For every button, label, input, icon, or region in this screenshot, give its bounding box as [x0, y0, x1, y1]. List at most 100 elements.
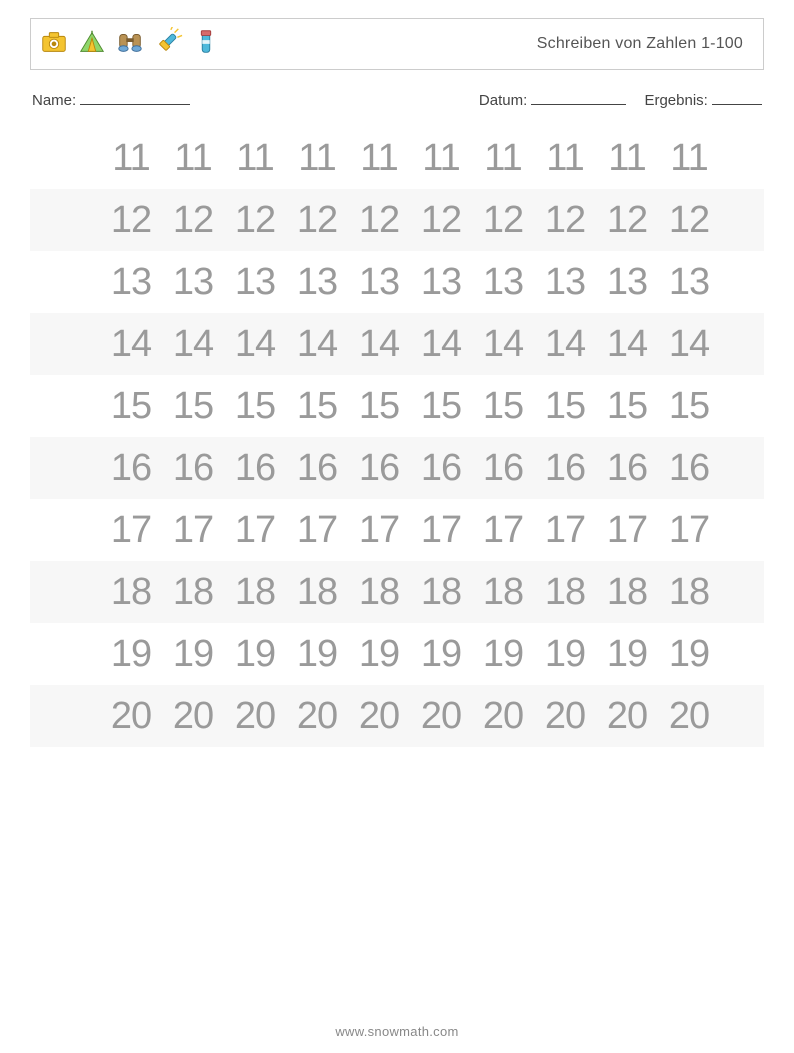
trace-number: 12 — [596, 201, 658, 239]
trace-number: 11 — [658, 139, 720, 177]
trace-number: 20 — [286, 697, 348, 735]
trace-number: 14 — [224, 325, 286, 363]
date-label: Datum: — [479, 92, 527, 109]
trace-number: 18 — [286, 573, 348, 611]
trace-number: 16 — [534, 449, 596, 487]
header-icon-strip — [39, 27, 221, 62]
trace-number: 11 — [286, 139, 348, 177]
trace-number: 18 — [472, 573, 534, 611]
trace-row: 14141414141414141414 — [30, 313, 764, 375]
trace-number: 13 — [348, 263, 410, 301]
trace-number: 17 — [534, 511, 596, 549]
trace-number: 14 — [286, 325, 348, 363]
trace-number: 15 — [410, 387, 472, 425]
trace-number: 18 — [100, 573, 162, 611]
score-blank[interactable] — [712, 88, 762, 105]
trace-number: 15 — [348, 387, 410, 425]
trace-number: 15 — [100, 387, 162, 425]
trace-number: 16 — [100, 449, 162, 487]
worksheet-header: Schreiben von Zahlen 1-100 — [30, 18, 764, 70]
trace-number: 15 — [658, 387, 720, 425]
trace-number: 18 — [224, 573, 286, 611]
worksheet-title: Schreiben von Zahlen 1-100 — [537, 35, 743, 53]
trace-number: 14 — [658, 325, 720, 363]
trace-number: 19 — [348, 635, 410, 673]
trace-row: 20202020202020202020 — [30, 685, 764, 747]
trace-row: 13131313131313131313 — [30, 251, 764, 313]
trace-number: 14 — [534, 325, 596, 363]
trace-number: 11 — [100, 139, 162, 177]
trace-number: 13 — [596, 263, 658, 301]
trace-number: 17 — [472, 511, 534, 549]
info-line: Name: Datum: Ergebnis: — [32, 88, 762, 109]
score-label: Ergebnis: — [644, 92, 707, 109]
trace-number: 20 — [410, 697, 472, 735]
trace-number: 14 — [162, 325, 224, 363]
trace-number: 11 — [472, 139, 534, 177]
trace-number: 13 — [162, 263, 224, 301]
trace-number: 18 — [658, 573, 720, 611]
trace-number: 12 — [658, 201, 720, 239]
trace-number: 18 — [596, 573, 658, 611]
trace-number: 20 — [162, 697, 224, 735]
trace-number: 12 — [100, 201, 162, 239]
trace-number: 13 — [286, 263, 348, 301]
trace-number: 13 — [534, 263, 596, 301]
trace-number: 13 — [658, 263, 720, 301]
trace-number: 16 — [472, 449, 534, 487]
trace-number: 19 — [534, 635, 596, 673]
thermos-icon — [191, 27, 221, 62]
trace-number: 18 — [534, 573, 596, 611]
trace-row: 15151515151515151515 — [30, 375, 764, 437]
trace-number: 14 — [348, 325, 410, 363]
trace-number: 17 — [100, 511, 162, 549]
trace-number: 15 — [472, 387, 534, 425]
trace-number: 17 — [410, 511, 472, 549]
trace-row: 17171717171717171717 — [30, 499, 764, 561]
trace-number: 11 — [596, 139, 658, 177]
trace-number: 14 — [410, 325, 472, 363]
tent-icon — [77, 27, 107, 62]
trace-number: 18 — [348, 573, 410, 611]
name-label: Name: — [32, 92, 76, 109]
trace-number: 15 — [224, 387, 286, 425]
trace-number: 14 — [472, 325, 534, 363]
trace-number: 17 — [348, 511, 410, 549]
trace-number: 13 — [410, 263, 472, 301]
footer-url: www.snowmath.com — [0, 1024, 794, 1039]
trace-number: 12 — [472, 201, 534, 239]
trace-number: 19 — [410, 635, 472, 673]
trace-number: 15 — [286, 387, 348, 425]
trace-number: 12 — [286, 201, 348, 239]
trace-number: 19 — [472, 635, 534, 673]
trace-number: 20 — [596, 697, 658, 735]
trace-row: 16161616161616161616 — [30, 437, 764, 499]
date-blank[interactable] — [531, 88, 626, 105]
trace-number: 15 — [534, 387, 596, 425]
trace-number: 12 — [348, 201, 410, 239]
trace-number: 12 — [534, 201, 596, 239]
trace-number: 19 — [286, 635, 348, 673]
trace-number: 19 — [596, 635, 658, 673]
flashlight-icon — [153, 27, 183, 62]
trace-row: 19191919191919191919 — [30, 623, 764, 685]
trace-number: 13 — [224, 263, 286, 301]
trace-number: 20 — [472, 697, 534, 735]
trace-number: 20 — [658, 697, 720, 735]
trace-number: 12 — [162, 201, 224, 239]
trace-number: 14 — [596, 325, 658, 363]
trace-number: 13 — [472, 263, 534, 301]
trace-number: 16 — [596, 449, 658, 487]
trace-number: 20 — [348, 697, 410, 735]
trace-number: 20 — [224, 697, 286, 735]
trace-number: 17 — [658, 511, 720, 549]
trace-number: 16 — [286, 449, 348, 487]
trace-number: 11 — [410, 139, 472, 177]
trace-number: 17 — [224, 511, 286, 549]
trace-number: 17 — [162, 511, 224, 549]
name-blank[interactable] — [80, 88, 190, 105]
trace-number: 20 — [534, 697, 596, 735]
trace-number: 11 — [534, 139, 596, 177]
trace-number: 18 — [410, 573, 472, 611]
trace-number: 15 — [596, 387, 658, 425]
